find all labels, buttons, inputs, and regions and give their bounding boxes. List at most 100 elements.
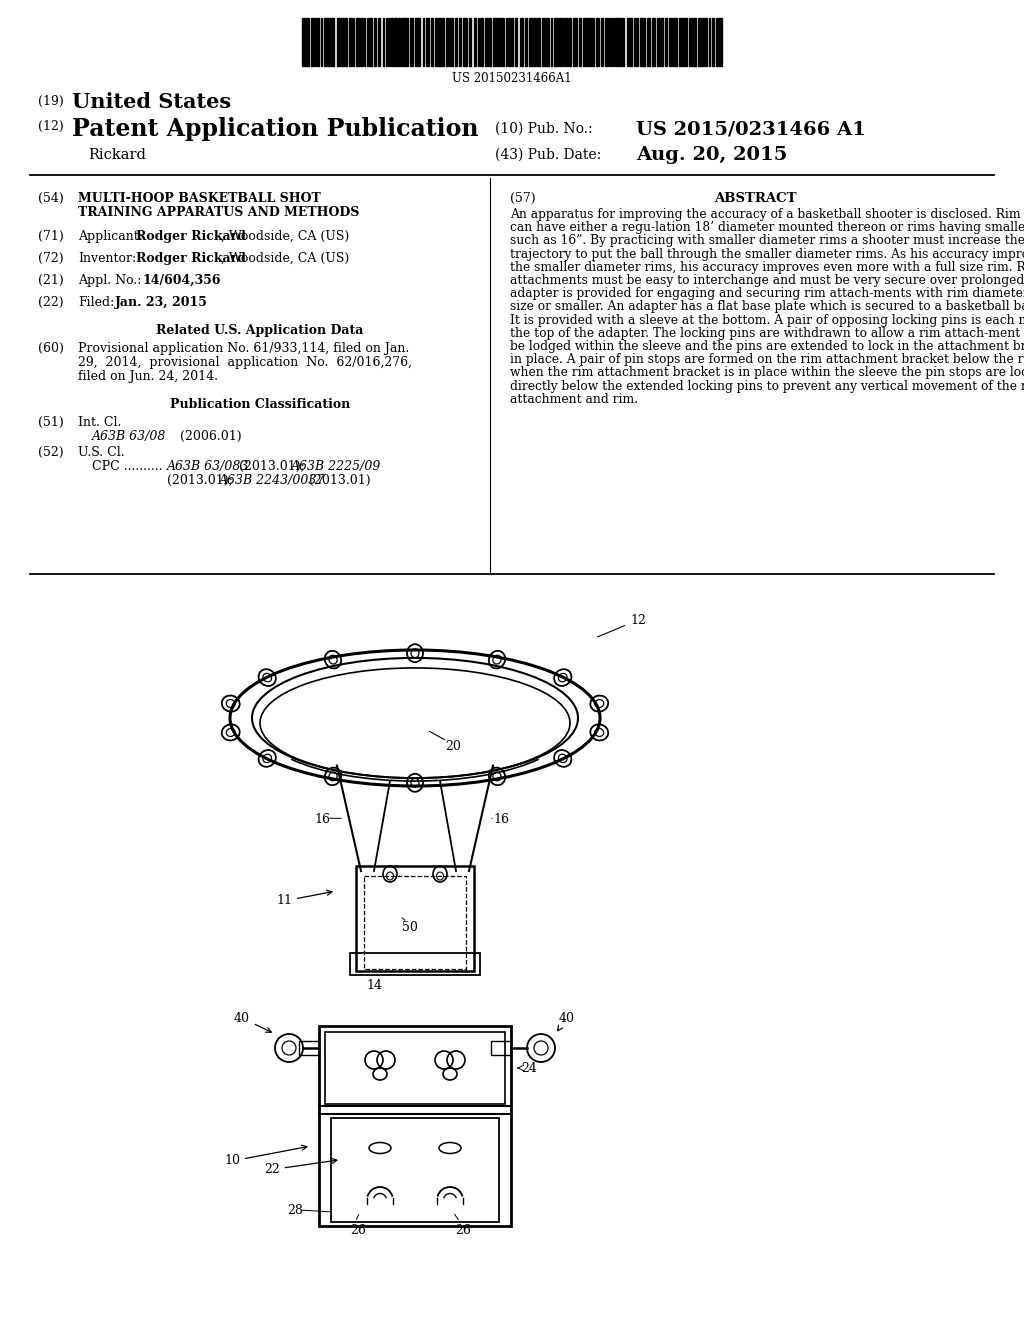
Bar <box>579 18 582 66</box>
Bar <box>623 18 625 66</box>
Bar <box>497 18 501 66</box>
Bar <box>299 1041 319 1055</box>
Text: can have either a regu-lation 18’ diameter mounted thereon or rims having smalle: can have either a regu-lation 18’ diamet… <box>510 222 1024 234</box>
Bar <box>311 18 314 66</box>
Bar <box>679 18 682 66</box>
Bar <box>596 18 599 66</box>
Bar <box>364 876 466 969</box>
Text: (60): (60) <box>38 342 63 355</box>
Text: MULTI-HOOP BASKETBALL SHOT: MULTI-HOOP BASKETBALL SHOT <box>78 191 321 205</box>
Text: TRAINING APPARATUS AND METHODS: TRAINING APPARATUS AND METHODS <box>78 206 359 219</box>
Bar <box>532 18 536 66</box>
Bar <box>332 18 335 66</box>
Text: ABSTRACT: ABSTRACT <box>714 191 797 205</box>
Bar <box>418 18 421 66</box>
Bar <box>568 18 571 66</box>
Text: (51): (51) <box>38 416 63 429</box>
Text: Appl. No.:: Appl. No.: <box>78 275 141 286</box>
Text: 14: 14 <box>366 979 382 993</box>
Text: Int. Cl.: Int. Cl. <box>78 416 122 429</box>
Bar <box>452 18 453 66</box>
Text: (10) Pub. No.:: (10) Pub. No.: <box>495 121 593 136</box>
Text: (19): (19) <box>38 95 63 108</box>
Bar <box>601 18 603 66</box>
Bar <box>554 18 558 66</box>
Bar <box>563 18 564 66</box>
Bar <box>683 18 687 66</box>
Text: Related U.S. Application Data: Related U.S. Application Data <box>157 323 364 337</box>
Text: in place. A pair of pin stops are formed on the rim attachment bracket below the: in place. A pair of pin stops are formed… <box>510 354 1024 366</box>
Bar <box>706 18 708 66</box>
Bar <box>719 18 722 66</box>
Text: (57): (57) <box>510 191 536 205</box>
Text: 22: 22 <box>264 1159 337 1176</box>
Bar <box>340 18 343 66</box>
Text: attachments must be easy to interchange and must be very secure over prolonged u: attachments must be easy to interchange … <box>510 275 1024 286</box>
Bar <box>640 18 642 66</box>
Text: 26: 26 <box>455 1224 471 1237</box>
Bar <box>446 18 447 66</box>
Bar <box>652 18 655 66</box>
Bar <box>587 18 591 66</box>
Bar <box>325 18 328 66</box>
Text: (2006.01): (2006.01) <box>180 430 242 444</box>
Text: size or smaller. An adapter has a flat base plate which is secured to a basketba: size or smaller. An adapter has a flat b… <box>510 301 1024 313</box>
Text: (54): (54) <box>38 191 63 205</box>
Bar <box>319 1026 511 1226</box>
Bar <box>370 18 373 66</box>
Text: Rodger Rickard: Rodger Rickard <box>136 230 246 243</box>
Bar <box>473 18 475 66</box>
Bar <box>629 18 633 66</box>
Text: (2013.01);: (2013.01); <box>167 474 232 487</box>
Bar <box>449 18 451 66</box>
Bar <box>494 18 497 66</box>
Bar <box>620 18 623 66</box>
Bar <box>394 18 397 66</box>
Text: US 20150231466A1: US 20150231466A1 <box>453 73 571 84</box>
Bar <box>325 1032 505 1104</box>
Text: Applicant:: Applicant: <box>78 230 143 243</box>
Text: United States: United States <box>72 92 231 112</box>
Text: CPC ..........: CPC .......... <box>92 459 163 473</box>
Bar <box>542 18 546 66</box>
Text: A63B 2243/0037: A63B 2243/0037 <box>219 474 326 487</box>
Bar <box>469 18 471 66</box>
Text: Inventor:: Inventor: <box>78 252 136 265</box>
Bar <box>642 18 645 66</box>
Bar <box>593 18 595 66</box>
Text: 16: 16 <box>314 813 330 826</box>
Bar <box>374 18 376 66</box>
Text: 50: 50 <box>402 921 418 935</box>
Text: the smaller diameter rims, his accuracy improves even more with a full size rim.: the smaller diameter rims, his accuracy … <box>510 261 1024 273</box>
Bar <box>528 18 531 66</box>
Text: 11: 11 <box>276 890 332 908</box>
Text: Rickard: Rickard <box>88 148 145 162</box>
Bar <box>689 18 690 66</box>
Text: (2013.01): (2013.01) <box>309 474 371 487</box>
Bar <box>317 18 319 66</box>
Bar <box>410 18 413 66</box>
Bar <box>697 18 701 66</box>
Text: 29,  2014,  provisional  application  No.  62/016,276,: 29, 2014, provisional application No. 62… <box>78 356 412 370</box>
Bar <box>356 18 359 66</box>
Bar <box>485 18 486 66</box>
Bar <box>438 18 440 66</box>
Bar <box>559 18 561 66</box>
Text: Patent Application Publication: Patent Application Publication <box>72 117 478 141</box>
Bar <box>610 18 614 66</box>
Text: 10: 10 <box>224 1146 307 1167</box>
Bar <box>328 18 331 66</box>
Text: Filed:: Filed: <box>78 296 115 309</box>
Bar <box>344 18 347 66</box>
Bar <box>456 18 457 66</box>
Text: (71): (71) <box>38 230 63 243</box>
Text: U.S. Cl.: U.S. Cl. <box>78 446 125 459</box>
Text: Rodger Rickard: Rodger Rickard <box>136 252 246 265</box>
Text: 20: 20 <box>445 741 461 752</box>
Bar <box>404 18 408 66</box>
Bar <box>657 18 658 66</box>
Text: 40: 40 <box>557 1011 575 1031</box>
Text: US 2015/0231466 A1: US 2015/0231466 A1 <box>636 120 866 139</box>
Bar <box>519 18 523 66</box>
Text: A63B 63/08: A63B 63/08 <box>92 430 166 444</box>
